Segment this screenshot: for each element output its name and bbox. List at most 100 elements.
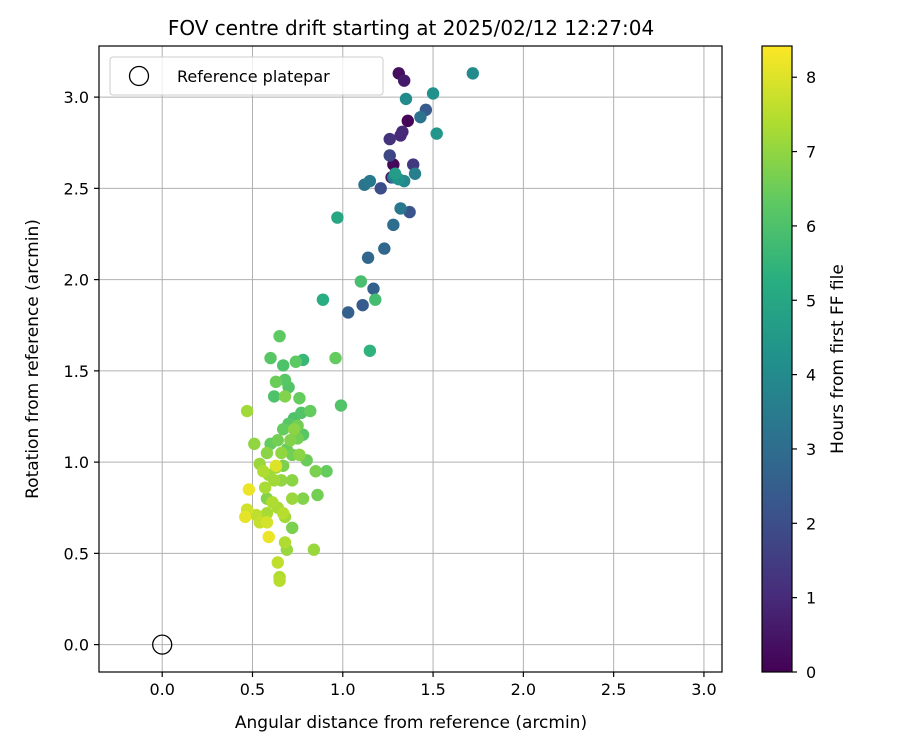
data-point	[284, 434, 297, 447]
data-point	[388, 167, 402, 180]
colorbar-tick-label: 1	[806, 589, 816, 608]
y-axis-ticks: 0.0 0.5 1.0 1.5 2.0 2.5 3.0	[64, 88, 99, 655]
x-axis-label: Angular distance from reference (arcmin)	[235, 713, 587, 733]
colorbar-tick-label: 4	[806, 366, 816, 385]
grid-lines	[99, 46, 722, 672]
data-point	[273, 574, 286, 587]
data-point	[276, 423, 290, 436]
data-point	[394, 202, 407, 215]
legend-label: Reference platepar	[177, 67, 330, 86]
data-point	[316, 293, 330, 306]
data-point	[383, 149, 396, 162]
x-tick-label: 1.0	[330, 680, 355, 699]
colorbar-label: Hours from first FF file	[828, 264, 848, 454]
data-point	[260, 446, 274, 460]
data-point	[378, 242, 391, 255]
y-axis-label: Rotation from reference (arcmin)	[23, 219, 43, 499]
x-tick-label: 3.0	[691, 680, 716, 699]
data-point	[296, 492, 310, 505]
data-point	[408, 167, 422, 180]
data-point	[264, 351, 277, 365]
data-point	[334, 399, 348, 412]
data-point	[260, 507, 274, 520]
colorbar-tick-label: 8	[806, 68, 816, 87]
colorbar-ticks: 0 1 2 3 4 5 6 7 8	[792, 68, 816, 682]
colorbar-tick-label: 7	[806, 143, 816, 162]
reference-platepar-marker	[152, 634, 173, 655]
data-point	[383, 132, 396, 146]
colorbar-tick-label: 5	[806, 291, 816, 310]
data-point	[267, 390, 281, 403]
data-point	[240, 404, 254, 418]
colorbar-gradient	[762, 46, 792, 672]
x-axis-ticks: 0.0 0.5 1.0 1.5 2.0 2.5 3.0	[149, 672, 717, 699]
data-point	[275, 446, 288, 460]
data-point	[397, 74, 411, 87]
data-point	[257, 465, 270, 478]
data-point	[287, 423, 301, 436]
y-tick-label: 3.0	[64, 88, 89, 107]
data-point	[269, 375, 283, 389]
y-tick-label: 0.0	[64, 636, 89, 655]
data-point	[401, 114, 414, 128]
data-point	[399, 92, 413, 106]
data-point	[276, 507, 290, 520]
data-point	[278, 536, 292, 549]
y-tick-label: 1.0	[64, 453, 89, 472]
data-point	[414, 110, 427, 124]
plot-frame	[98, 45, 723, 673]
colorbar-tick-label: 0	[806, 663, 816, 682]
y-tick-label: 0.5	[64, 544, 89, 563]
data-point	[266, 496, 279, 509]
data-point	[269, 459, 283, 472]
colorbar: 0 1 2 3 4 5 6 7 8 Hours from first FF file	[761, 45, 848, 682]
legend-marker	[128, 65, 150, 87]
x-tick-label: 1.5	[420, 680, 445, 699]
data-point	[311, 488, 324, 502]
data-point	[262, 530, 275, 544]
data-point	[394, 129, 407, 142]
data-point	[260, 516, 274, 529]
x-tick-label: 0.5	[240, 680, 265, 699]
data-point	[331, 211, 344, 224]
data-point	[430, 127, 443, 140]
data-point	[286, 492, 299, 505]
data-point	[367, 282, 380, 295]
data-point	[271, 434, 284, 447]
data-point	[363, 344, 377, 357]
x-tick-label: 2.0	[511, 680, 536, 699]
data-point	[304, 404, 317, 418]
data-point	[278, 390, 292, 403]
data-point	[307, 543, 321, 556]
x-tick-label: 2.5	[601, 680, 626, 699]
data-point	[320, 465, 333, 478]
legend: Reference platepar	[109, 56, 384, 96]
colorbar-frame	[761, 45, 793, 673]
data-point	[242, 483, 256, 496]
colorbar-tick-label: 3	[806, 440, 816, 459]
data-point	[273, 329, 286, 343]
data-point	[426, 87, 440, 100]
data-point	[361, 251, 375, 264]
data-point	[239, 510, 252, 524]
data-point	[466, 67, 479, 80]
data-point	[374, 182, 387, 195]
legend-box	[109, 56, 384, 96]
y-tick-label: 2.5	[64, 179, 89, 198]
data-point	[276, 359, 290, 372]
data-point	[356, 298, 369, 312]
data-points	[152, 67, 479, 655]
data-point	[363, 174, 377, 188]
data-point	[293, 392, 306, 405]
y-tick-label: 1.5	[64, 362, 89, 381]
data-point	[248, 437, 261, 451]
data-point	[286, 474, 299, 487]
data-point	[329, 351, 342, 365]
data-point	[267, 474, 281, 487]
x-tick-label: 0.0	[149, 680, 174, 699]
colorbar-tick-label: 6	[806, 217, 816, 236]
y-tick-label: 2.0	[64, 271, 89, 290]
chart-title: FOV centre drift starting at 2025/02/12 …	[168, 16, 654, 40]
colorbar-tick-label: 2	[806, 514, 816, 533]
